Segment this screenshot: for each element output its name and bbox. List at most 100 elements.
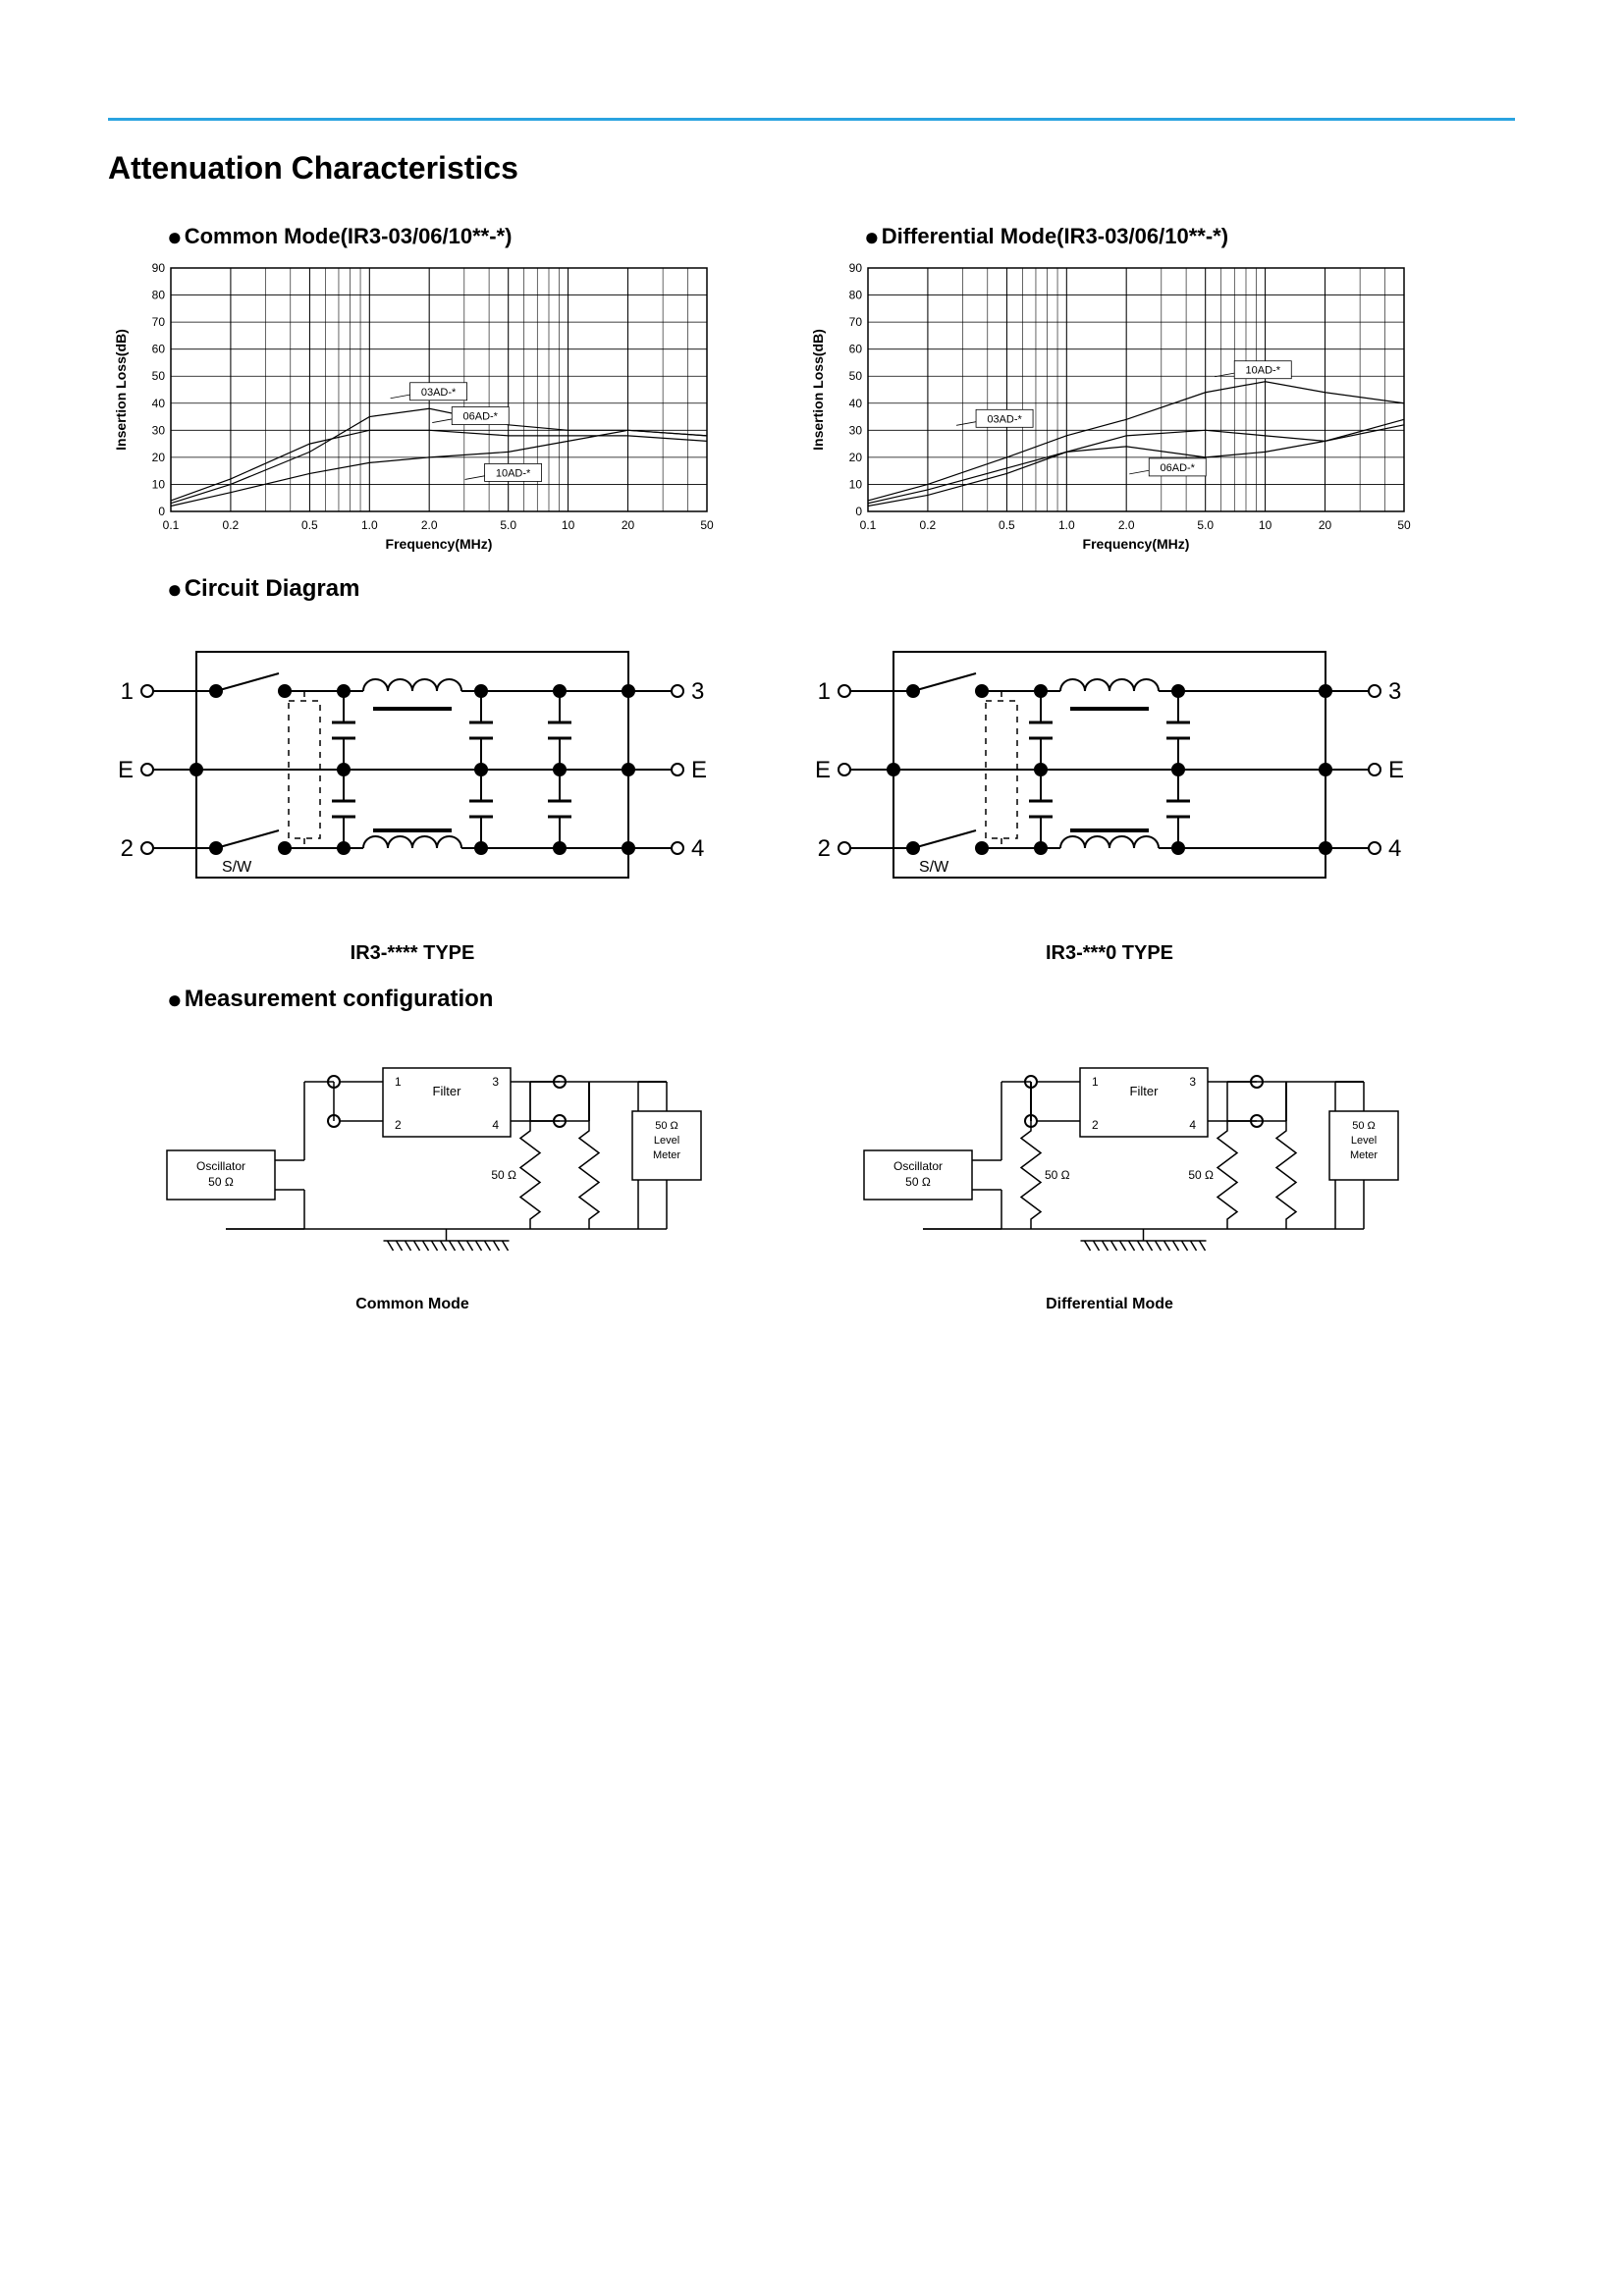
svg-text:5.0: 5.0 [1197, 518, 1214, 532]
svg-text:4: 4 [492, 1118, 499, 1132]
svg-text:Level: Level [654, 1135, 679, 1147]
svg-text:2: 2 [121, 835, 134, 862]
svg-text:S/W: S/W [222, 859, 252, 876]
chart-title-common: ●Common Mode(IR3-03/06/10**-*) [167, 222, 717, 252]
svg-text:50 Ω: 50 Ω [208, 1175, 234, 1189]
svg-text:30: 30 [152, 423, 166, 437]
svg-text:90: 90 [152, 261, 166, 275]
svg-text:50: 50 [700, 518, 714, 532]
svg-text:0.1: 0.1 [163, 518, 180, 532]
svg-text:10: 10 [152, 477, 166, 491]
svg-text:50 Ω: 50 Ω [655, 1120, 678, 1132]
svg-text:10: 10 [1259, 518, 1272, 532]
svg-text:Meter: Meter [1350, 1149, 1378, 1161]
svg-text:50 Ω: 50 Ω [491, 1168, 516, 1182]
svg-text:2: 2 [818, 835, 831, 862]
svg-text:0.2: 0.2 [920, 518, 937, 532]
svg-text:5.0: 5.0 [500, 518, 516, 532]
svg-text:80: 80 [849, 289, 863, 302]
svg-text:0.2: 0.2 [223, 518, 240, 532]
svg-text:03AD-*: 03AD-* [421, 387, 457, 399]
meas-label-diff: Differential Mode [805, 1296, 1414, 1313]
chart-common-mode: 0 10 20 30 40 50 60 70 80 90 0.1 0.2 0.5 1.0 2.0 5.0 10 2… [108, 260, 717, 555]
svg-text:90: 90 [849, 261, 863, 275]
svg-text:Level: Level [1351, 1135, 1377, 1147]
svg-text:Meter: Meter [653, 1149, 680, 1161]
svg-text:1: 1 [818, 678, 831, 705]
svg-text:1: 1 [1092, 1075, 1099, 1089]
svg-text:0: 0 [855, 505, 862, 518]
svg-text:50: 50 [849, 369, 863, 383]
circuit-diagram-right: 1 E 2 3 E 4 S/W [805, 622, 1414, 917]
svg-text:50: 50 [1397, 518, 1411, 532]
svg-text:60: 60 [152, 343, 166, 356]
svg-text:0.5: 0.5 [301, 518, 318, 532]
svg-text:Frequency(MHz): Frequency(MHz) [386, 536, 493, 552]
svg-text:0.1: 0.1 [860, 518, 877, 532]
svg-text:0: 0 [158, 505, 165, 518]
svg-text:Insertion Loss(dB): Insertion Loss(dB) [810, 329, 826, 451]
svg-text:70: 70 [849, 315, 863, 329]
svg-text:Filter: Filter [1130, 1084, 1160, 1098]
measurement-differential: Oscillator 50 Ω Filter 1 3 2 4 50 Ω 50 Ω 50 Ω Leve… [805, 1033, 1414, 1288]
svg-text:40: 40 [849, 397, 863, 410]
svg-text:3: 3 [691, 678, 704, 705]
svg-text:4: 4 [1388, 835, 1401, 862]
svg-text:3: 3 [1388, 678, 1401, 705]
svg-text:1.0: 1.0 [361, 518, 378, 532]
svg-text:Oscillator: Oscillator [196, 1159, 245, 1173]
svg-text:4: 4 [1189, 1118, 1196, 1132]
svg-text:10: 10 [849, 477, 863, 491]
svg-text:1: 1 [121, 678, 134, 705]
svg-text:60: 60 [849, 343, 863, 356]
svg-text:06AD-*: 06AD-* [463, 411, 499, 423]
section-title-circuit: ●Circuit Diagram [167, 574, 1515, 605]
type-label-right: IR3-***0 TYPE [805, 942, 1414, 965]
top-rule [108, 118, 1515, 121]
svg-text:3: 3 [1189, 1075, 1196, 1089]
svg-text:70: 70 [152, 315, 166, 329]
svg-text:20: 20 [622, 518, 635, 532]
meas-label-common: Common Mode [108, 1296, 717, 1313]
measurement-common: Oscillator 50 Ω Filter 1 3 2 4 50 Ω 50 Ω Level Met… [108, 1033, 717, 1288]
svg-text:E: E [118, 757, 134, 783]
svg-text:Oscillator: Oscillator [893, 1159, 943, 1173]
svg-text:2: 2 [395, 1118, 402, 1132]
svg-text:E: E [815, 757, 831, 783]
svg-text:Insertion Loss(dB): Insertion Loss(dB) [113, 329, 129, 451]
page-title: Attenuation Characteristics [108, 150, 1515, 187]
svg-text:10AD-*: 10AD-* [1246, 365, 1281, 377]
svg-text:50: 50 [152, 369, 166, 383]
svg-text:80: 80 [152, 289, 166, 302]
svg-text:03AD-*: 03AD-* [987, 413, 1022, 425]
svg-text:06AD-*: 06AD-* [1161, 462, 1196, 474]
svg-text:50 Ω: 50 Ω [1352, 1120, 1376, 1132]
svg-text:50 Ω: 50 Ω [905, 1175, 931, 1189]
svg-text:3: 3 [492, 1075, 499, 1089]
svg-text:E: E [1388, 757, 1404, 783]
section-title-measurement: ●Measurement configuration [167, 985, 1515, 1015]
svg-text:Filter: Filter [433, 1084, 462, 1098]
svg-text:2.0: 2.0 [1118, 518, 1135, 532]
svg-text:2.0: 2.0 [421, 518, 438, 532]
svg-text:2: 2 [1092, 1118, 1099, 1132]
svg-text:Frequency(MHz): Frequency(MHz) [1083, 536, 1190, 552]
svg-text:S/W: S/W [919, 859, 949, 876]
svg-text:20: 20 [152, 451, 166, 464]
svg-text:0.5: 0.5 [999, 518, 1015, 532]
svg-text:40: 40 [152, 397, 166, 410]
svg-text:1: 1 [395, 1075, 402, 1089]
svg-text:50 Ω: 50 Ω [1045, 1168, 1070, 1182]
svg-text:1.0: 1.0 [1058, 518, 1075, 532]
svg-text:4: 4 [691, 835, 704, 862]
svg-text:20: 20 [1319, 518, 1332, 532]
svg-text:50 Ω: 50 Ω [1188, 1168, 1214, 1182]
svg-text:10: 10 [562, 518, 575, 532]
svg-text:10AD-*: 10AD-* [496, 467, 531, 479]
type-label-left: IR3-**** TYPE [108, 942, 717, 965]
svg-text:30: 30 [849, 423, 863, 437]
chart-differential-mode: 01020304050607080900.10.20.51.02.05.0102… [805, 260, 1414, 555]
circuit-diagram-left: 1 E 2 3 E 4 S/W [108, 622, 717, 917]
svg-text:E: E [691, 757, 707, 783]
chart-title-differential: ●Differential Mode(IR3-03/06/10**-*) [864, 222, 1414, 252]
